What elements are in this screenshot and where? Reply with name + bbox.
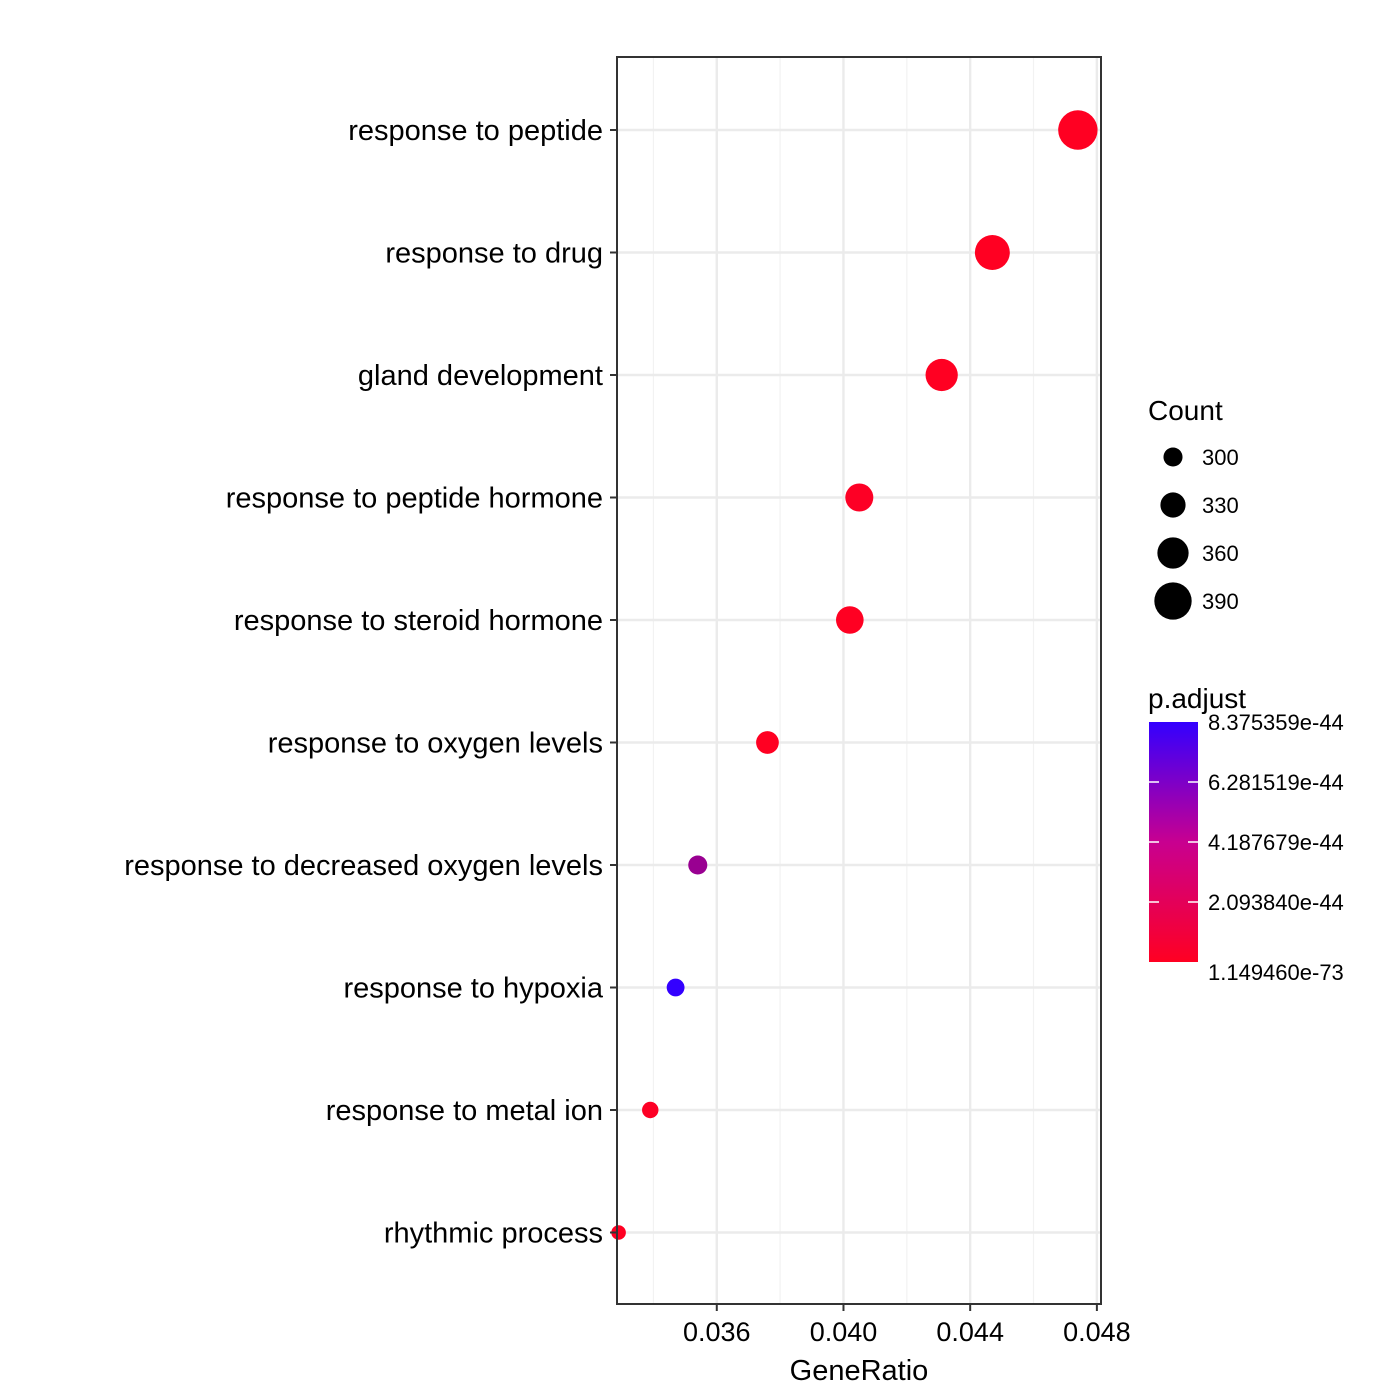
data-point <box>836 606 864 634</box>
y-tick-label: response to peptide hormone <box>226 483 603 515</box>
data-point <box>666 978 685 997</box>
x-axis-title: GeneRatio <box>790 1355 929 1387</box>
y-tick-label: response to oxygen levels <box>268 728 603 760</box>
y-tick-label: rhythmic process <box>384 1218 603 1250</box>
count-legend-label: 300 <box>1202 445 1239 470</box>
y-tick-label: gland development <box>358 360 603 392</box>
p-adjust-legend-label: 6.281519e-44 <box>1208 770 1344 795</box>
count-legend-keys: 300 330 360 390 <box>1154 445 1239 620</box>
p-adjust-legend: p.adjust 8.375359e-44 6.281519e-44 4.18767… <box>1148 683 1344 985</box>
y-tick-label: response to metal ion <box>326 1095 603 1127</box>
y-tick-label: response to decreased oxygen levels <box>124 850 603 882</box>
x-axis: 0.036 0.040 0.044 0.048 <box>683 1304 1131 1347</box>
count-legend-label: 330 <box>1202 493 1239 518</box>
p-adjust-legend-label: 4.187679e-44 <box>1208 830 1344 855</box>
p-adjust-legend-title: p.adjust <box>1148 683 1246 714</box>
x-tick-label: 0.040 <box>810 1317 878 1347</box>
count-legend: Count 300 330 360 390 <box>1148 395 1239 620</box>
x-tick-label: 0.036 <box>683 1317 751 1347</box>
plot-panel <box>611 56 1102 1305</box>
y-tick-label: response to drug <box>385 238 603 270</box>
p-adjust-legend-label: 1.149460e-73 <box>1208 960 1344 985</box>
count-legend-title: Count <box>1148 395 1223 426</box>
y-tick-label: response to peptide <box>348 115 603 147</box>
panel-border <box>616 56 1102 1305</box>
data-point <box>1058 110 1098 150</box>
count-legend-key <box>1157 537 1189 569</box>
p-adjust-legend-label: 2.093840e-44 <box>1208 890 1344 915</box>
count-legend-label: 360 <box>1202 541 1239 566</box>
data-points <box>611 110 1098 1240</box>
data-point <box>642 1101 659 1119</box>
y-tick-label: response to steroid hormone <box>234 605 603 637</box>
count-legend-label: 390 <box>1202 589 1239 614</box>
data-point <box>845 483 874 512</box>
data-point <box>611 1225 626 1240</box>
p-adjust-legend-ticks: 8.375359e-44 6.281519e-44 4.187679e-44 2.09… <box>1149 710 1344 985</box>
p-adjust-legend-label: 8.375359e-44 <box>1208 710 1344 735</box>
panel-background <box>617 57 1101 1304</box>
data-point <box>925 358 958 392</box>
count-legend-key <box>1154 582 1192 620</box>
x-tick-label: 0.044 <box>936 1317 1004 1347</box>
y-tick-label: response to hypoxia <box>343 973 603 1005</box>
data-point <box>688 855 708 875</box>
minor-gridlines <box>652 57 1035 1304</box>
x-tick-label: 0.048 <box>1063 1317 1131 1347</box>
count-legend-key <box>1163 447 1183 467</box>
y-axis: response to peptide response to drug gland… <box>124 115 617 1250</box>
data-point <box>974 235 1010 270</box>
count-legend-key <box>1160 492 1186 518</box>
data-point <box>756 731 779 754</box>
